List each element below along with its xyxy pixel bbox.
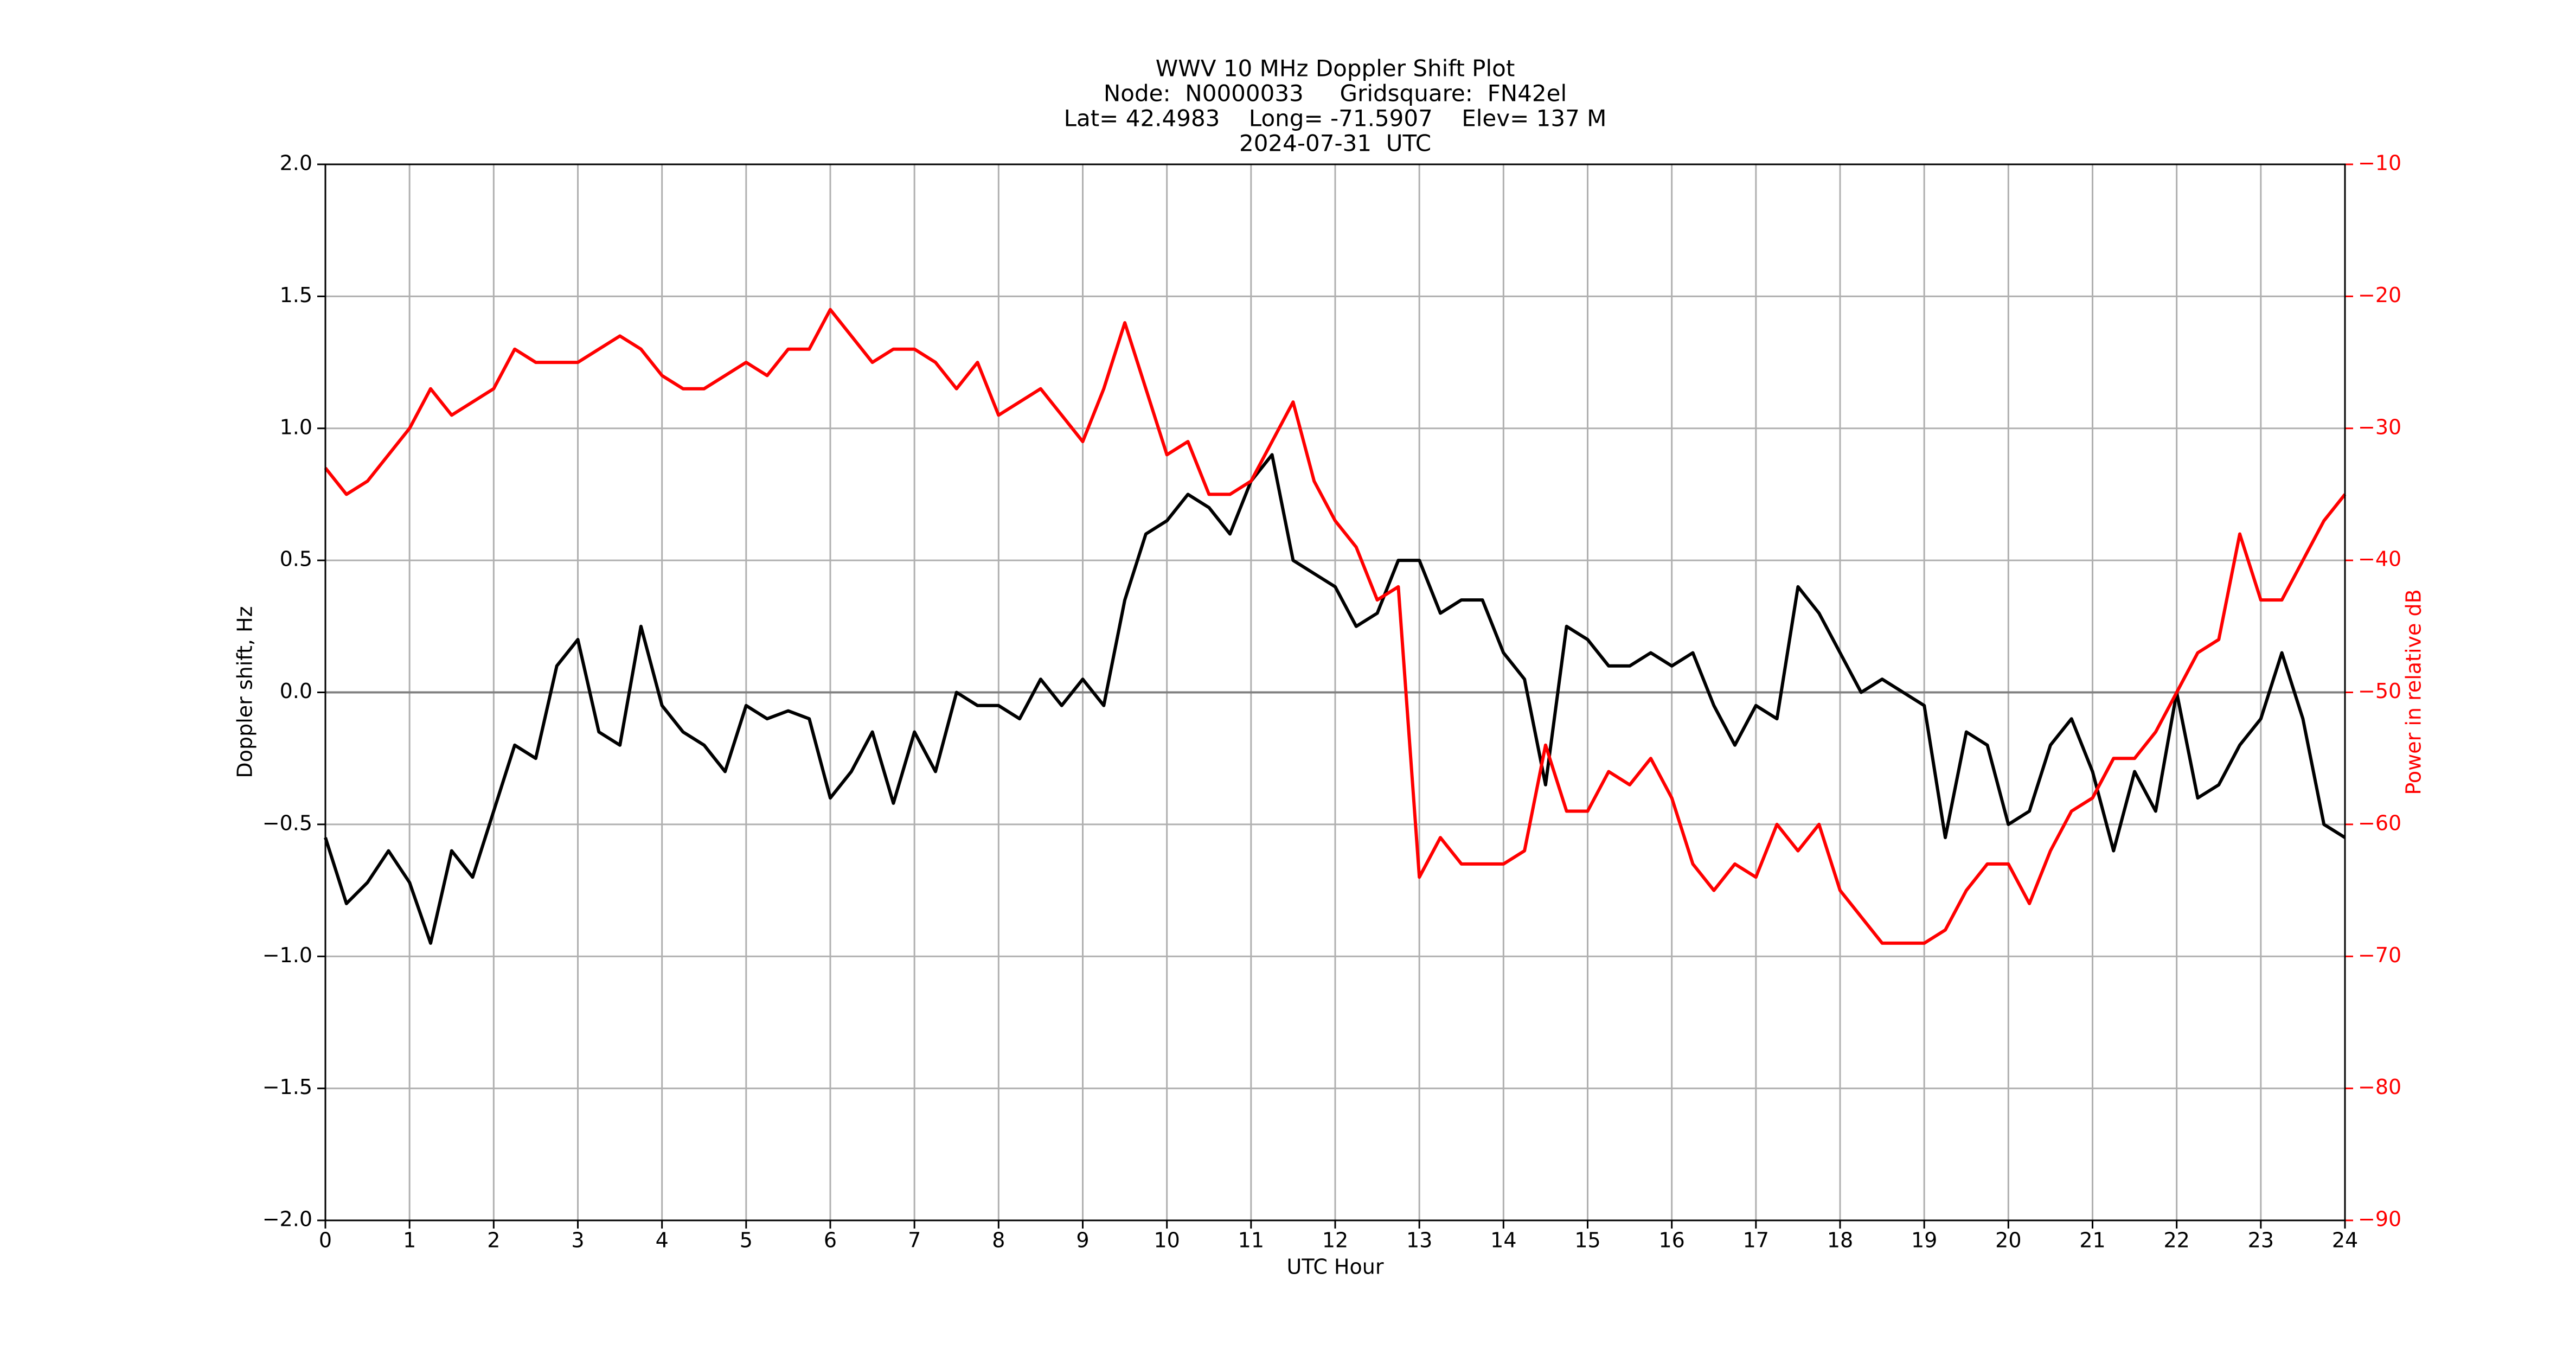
x-tick-label: 18 — [1827, 1229, 1853, 1252]
x-tick-label: 4 — [656, 1229, 669, 1252]
x-tick-label: 2 — [487, 1229, 500, 1252]
x-tick-label: 7 — [908, 1229, 921, 1252]
y2-tick-label: −80 — [2358, 1075, 2401, 1099]
chart-subtitle: Lat= 42.4983 Long= -71.5907 Elev= 137 M — [1064, 105, 1607, 132]
x-tick-label: 20 — [1995, 1229, 2021, 1252]
x-tick-label: 8 — [992, 1229, 1005, 1252]
x-tick-label: 24 — [2332, 1229, 2358, 1252]
y-tick-label: 2.0 — [280, 151, 312, 175]
y2-tick-label: −60 — [2358, 811, 2401, 835]
y-tick-label: −0.5 — [262, 811, 312, 835]
x-tick-label: 0 — [319, 1229, 332, 1252]
chart-title: WWV 10 MHz Doppler Shift Plot — [1156, 55, 1515, 82]
x-tick-label: 6 — [824, 1229, 837, 1252]
chart-subtitle: Node: N0000033 Gridsquare: FN42el — [1104, 80, 1567, 107]
x-axis-label: UTC Hour — [1287, 1255, 1384, 1279]
x-tick-label: 10 — [1154, 1229, 1180, 1252]
x-tick-label: 14 — [1490, 1229, 1516, 1252]
x-tick-label: 9 — [1076, 1229, 1089, 1252]
y2-tick-label: −50 — [2358, 679, 2401, 703]
x-tick-label: 17 — [1743, 1229, 1769, 1252]
data-line — [324, 308, 2347, 945]
x-tick-label: 16 — [1658, 1229, 1684, 1252]
x-tick-label: 12 — [1322, 1229, 1348, 1252]
y2-tick-label: −20 — [2358, 283, 2401, 307]
x-tick-label: 23 — [2248, 1229, 2274, 1252]
x-tick-label: 22 — [2163, 1229, 2189, 1252]
y-tick-label: 0.5 — [280, 547, 312, 571]
y-tick-label: −2.0 — [262, 1207, 312, 1231]
data-line — [324, 453, 2346, 945]
y2-axis-label: Power in relative dB — [2402, 589, 2426, 795]
y-tick-label: 1.0 — [280, 415, 312, 439]
x-tick-label: 19 — [1911, 1229, 1937, 1252]
y-tick-label: 1.5 — [280, 283, 312, 307]
chart-subtitle: 2024-07-31 UTC — [1239, 130, 1431, 157]
y2-tick-label: −30 — [2358, 415, 2401, 439]
plot-frame — [324, 163, 2346, 1221]
y2-tick-label: −90 — [2358, 1207, 2401, 1231]
y2-tick-label: −10 — [2358, 151, 2401, 175]
x-tick-label: 15 — [1574, 1229, 1600, 1252]
x-tick-label: 1 — [403, 1229, 416, 1252]
x-tick-label: 13 — [1406, 1229, 1432, 1252]
x-tick-label: 5 — [740, 1229, 753, 1252]
y2-tick-label: −70 — [2358, 943, 2401, 967]
y2-tick-label: −40 — [2358, 547, 2401, 571]
y-tick-label: −1.5 — [262, 1075, 312, 1099]
x-tick-label: 3 — [571, 1229, 584, 1252]
y-axis-label: Doppler shift, Hz — [233, 606, 257, 778]
x-tick-label: 21 — [2079, 1229, 2105, 1252]
y-tick-label: −1.0 — [262, 943, 312, 967]
y-tick-label: 0.0 — [280, 679, 312, 703]
x-tick-label: 11 — [1238, 1229, 1264, 1252]
